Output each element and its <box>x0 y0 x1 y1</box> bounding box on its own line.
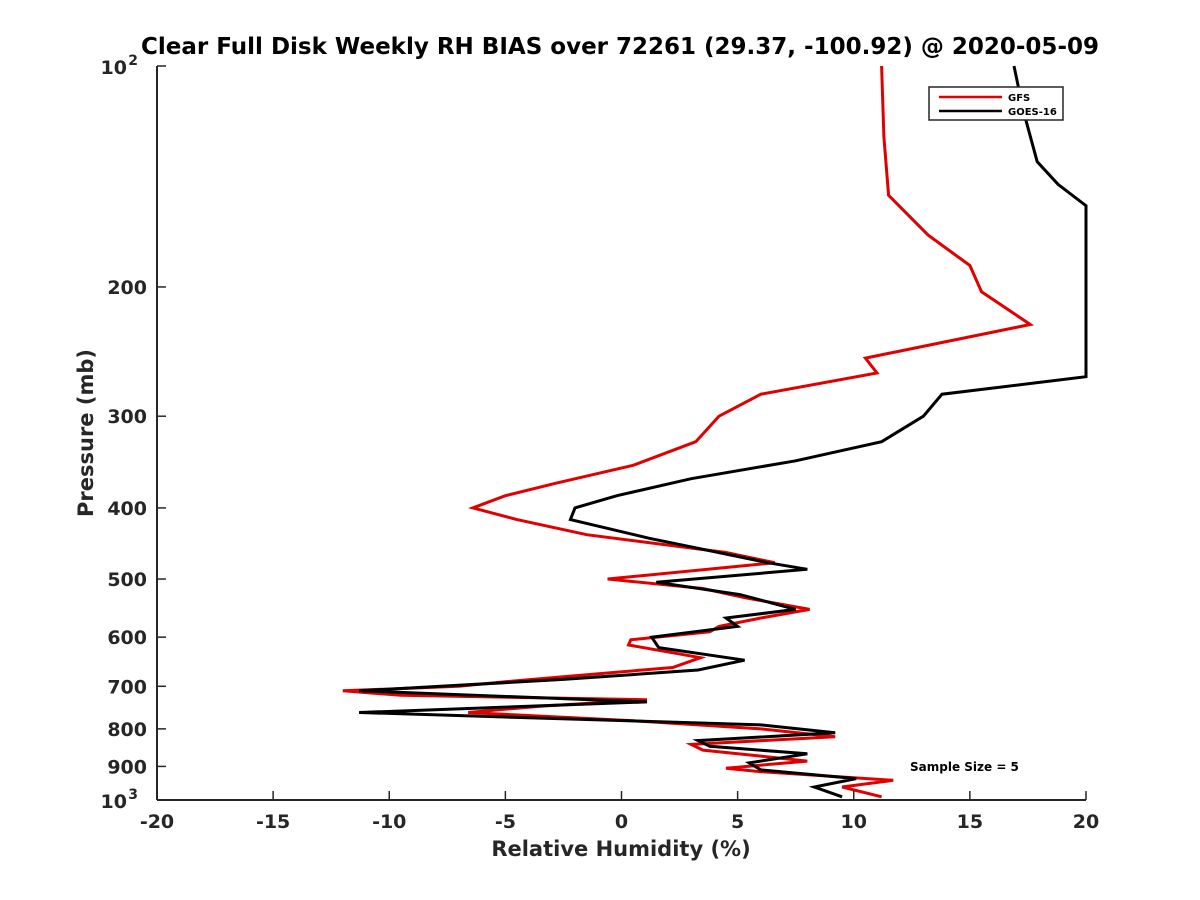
chart-title: Clear Full Disk Weekly RH BIAS over 7226… <box>141 34 1099 60</box>
x-tick-label: -20 <box>140 811 174 833</box>
legend: GFS GOES-16 <box>928 86 1064 121</box>
y-tick-label-power: 10 3 <box>101 787 138 813</box>
series-line-goes16 <box>359 65 1088 799</box>
x-axis-label: Relative Humidity (%) <box>491 837 750 861</box>
x-tick-label: 20 <box>1073 811 1099 833</box>
y-tick-power-exponent: 2 <box>128 53 138 69</box>
y-axis-label: Pressure (mb) <box>74 349 98 517</box>
x-tick-label: 0 <box>615 811 628 833</box>
y-tick-label: 900 <box>107 756 147 778</box>
x-tick-label: -5 <box>495 811 516 833</box>
y-tick-label: 700 <box>107 676 147 698</box>
y-tick-power-base: 10 <box>101 791 127 813</box>
y-tick-label-power: 10 2 <box>101 53 138 79</box>
y-tick-label: 500 <box>107 569 147 591</box>
y-tick-label: 300 <box>107 406 147 428</box>
sample-size-annotation: Sample Size = 5 <box>910 760 1019 774</box>
legend-label-goes16: GOES-16 <box>1008 107 1057 118</box>
y-tick-power-exponent: 3 <box>128 787 138 803</box>
y-tick-label: 600 <box>107 627 147 649</box>
y-tick-label: 800 <box>107 719 147 741</box>
y-tick-label: 400 <box>107 498 147 520</box>
x-tick-label: 10 <box>841 811 867 833</box>
y-tick-label: 200 <box>107 277 147 299</box>
plot-frame <box>157 66 1086 800</box>
plot-area: -20 -15 -10 -5 0 5 10 15 20 200 300 400 500 600 700 80… <box>101 53 1100 833</box>
series-line-gfs <box>342 65 1035 799</box>
x-tick-label: -15 <box>256 811 290 833</box>
x-tick-label: -10 <box>372 811 406 833</box>
legend-label-gfs: GFS <box>1008 93 1030 104</box>
series-layer <box>342 65 1088 799</box>
legend-box <box>928 86 1064 121</box>
x-tick-label: 15 <box>957 811 983 833</box>
x-tick-label: 5 <box>731 811 744 833</box>
x-ticks: -20 -15 -10 -5 0 5 10 15 20 <box>140 791 1099 833</box>
y-tick-power-base: 10 <box>101 57 127 79</box>
